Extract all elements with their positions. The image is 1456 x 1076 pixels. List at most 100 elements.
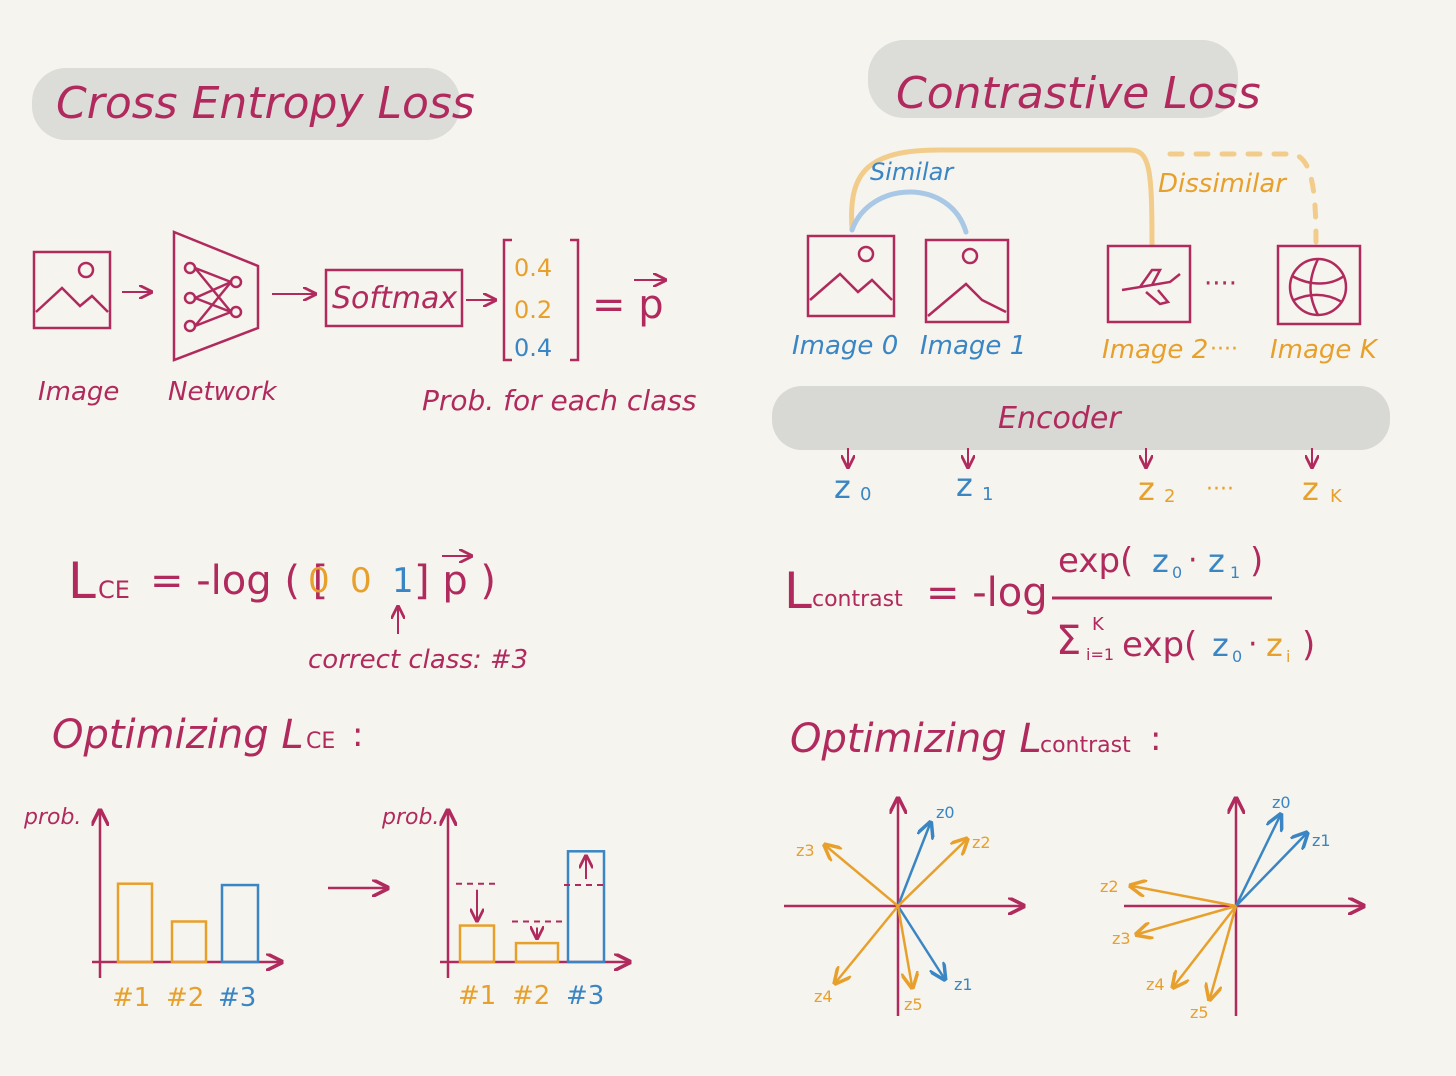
- ce-softmax-box: [324, 268, 464, 328]
- cl-title-highlight: [868, 40, 1238, 118]
- cl-formula-neg-log: = -log: [926, 570, 1048, 616]
- cl-formula-den-z0: z: [1212, 626, 1229, 664]
- ce-before-ylabel: prob.: [23, 805, 81, 830]
- ce-after-bar-3: [566, 850, 606, 964]
- ce-after-class-2: #2: [512, 981, 550, 1011]
- ce-after-bar-1: [458, 924, 496, 964]
- cl-formula-lhs-sub: contrast: [812, 587, 903, 612]
- cl-image-dots: ····: [1204, 269, 1237, 299]
- ce-vector-bracket-right: [570, 238, 580, 362]
- cl-zk-label: z: [1302, 470, 1319, 508]
- ce-prob-value-2: 0.2: [514, 296, 552, 324]
- cl-label-dots: ····: [1210, 337, 1238, 362]
- cl-after-vec-z3: [1138, 904, 1237, 934]
- ce-correct-class-caption: correct class: #3: [308, 645, 528, 675]
- cl-before-label-z5: z5: [904, 995, 923, 1014]
- cl-after-vec-z2: [1132, 886, 1237, 908]
- ce-optimizing-heading-sub: CE: [306, 729, 335, 754]
- ce-before-bar-3: [220, 883, 260, 964]
- cl-title: Contrastive Loss: [896, 68, 1261, 119]
- cl-after-label-z1: z1: [1312, 831, 1331, 850]
- ce-before-class-1: #1: [112, 983, 150, 1013]
- cl-formula-sigma: Σ: [1056, 618, 1081, 664]
- ce-after-ylabel: prob.: [381, 805, 439, 830]
- ce-before-class-2: #2: [166, 983, 204, 1013]
- ce-title-highlight: [32, 68, 460, 140]
- cl-before-vec-z0: [896, 824, 930, 907]
- cl-optimizing-heading-sub: contrast: [1040, 733, 1131, 758]
- ce-after-class-3: #3: [566, 981, 604, 1011]
- cl-formula: L contrast = -log exp( z 0 · z 1 ) Σ K i…: [784, 541, 1315, 666]
- ce-before-chart: prob. #1 #2 #3: [23, 805, 280, 1013]
- ce-prob-caption: Prob. for each class: [422, 384, 696, 417]
- cl-formula-num-post: ): [1250, 541, 1263, 581]
- ce-prob-value-1: 0.4: [514, 254, 552, 282]
- cl-before-vec-z1: [896, 905, 944, 978]
- cl-before-vector-plot: z0 z1 z2 z3 z4 z5: [784, 800, 1022, 1016]
- ce-formula-rhs-start: = -log ( [: [150, 558, 328, 604]
- cl-image-2-label: Image 2: [1102, 335, 1208, 365]
- cl-before-vec-z4: [836, 905, 899, 982]
- cl-after-vector-plot: z0 z1 z2 z3 z4 z5: [1100, 793, 1362, 1022]
- cl-image-2-airplane-icon: [1106, 244, 1192, 324]
- cl-dissimilar-link: [849, 147, 1155, 247]
- cl-encoder-bar: [772, 386, 1390, 450]
- ce-after-chart: prob. #1 #2 #3: [381, 805, 628, 1011]
- cl-after-vec-z0: [1234, 816, 1280, 907]
- ce-before-class-3: #3: [218, 983, 256, 1013]
- cl-before-vec-z2: [897, 840, 966, 907]
- cl-formula-sigma-sup: K: [1092, 614, 1105, 635]
- ce-onehot-3: 1: [392, 561, 414, 601]
- cl-after-label-z5: z5: [1190, 1003, 1209, 1022]
- cl-formula-num-z0: z: [1152, 542, 1169, 580]
- ce-formula-rhs-end: ] p ): [414, 558, 496, 604]
- cl-formula-sigma-sub: i=1: [1086, 645, 1114, 664]
- cl-encoder-label: Encoder: [998, 401, 1122, 436]
- cl-formula-den-dot: ·: [1248, 627, 1258, 662]
- cl-similar-link: [849, 189, 969, 235]
- contrastive-section: Contrastive Loss Similar Dissimilar ····: [772, 40, 1390, 1022]
- ce-onehot-1: 0: [308, 561, 330, 601]
- cl-after-vec-z4: [1174, 905, 1237, 986]
- cl-z2-sub: 2: [1164, 486, 1175, 507]
- cl-before-vec-z3: [826, 846, 899, 907]
- ce-network-icon: [172, 230, 260, 362]
- ce-image-icon: [32, 250, 112, 330]
- ce-formula-lhs: L: [68, 552, 96, 610]
- cl-optimizing-heading-end: :: [1150, 719, 1161, 759]
- cl-zk-sub: K: [1330, 486, 1343, 507]
- cl-z0-sub: 0: [860, 484, 871, 505]
- cl-image-k-label: Image K: [1270, 335, 1379, 365]
- cl-formula-lhs: L: [784, 562, 812, 620]
- cl-z0-label: z: [834, 468, 851, 506]
- cl-formula-num-z1-sub: 1: [1230, 563, 1240, 582]
- cl-image-1-icon: [924, 238, 1010, 324]
- cl-formula-num-z1: z: [1208, 542, 1225, 580]
- ce-vector-bracket-left: [502, 238, 512, 362]
- cl-after-label-z3: z3: [1112, 929, 1131, 948]
- cl-image-0-icon: [806, 234, 896, 318]
- ce-softmax-label: Softmax: [332, 281, 457, 316]
- cl-before-vec-z5: [896, 905, 912, 986]
- cl-z1-sub: 1: [982, 484, 993, 505]
- cl-image-1-label: Image 1: [920, 331, 1026, 361]
- cl-before-label-z2: z2: [972, 833, 991, 852]
- cl-formula-den-z0-sub: 0: [1232, 647, 1242, 666]
- ce-optimizing-heading: Optimizing L: [52, 712, 304, 758]
- ce-after-class-1: #1: [458, 981, 496, 1011]
- cl-formula-den-zi-sub: i: [1286, 647, 1290, 666]
- cl-before-label-z4: z4: [814, 987, 833, 1006]
- cl-image-k-ball-icon: [1276, 244, 1362, 326]
- cl-similar-label: Similar: [870, 158, 955, 186]
- ce-formula-lhs-sub: CE: [98, 576, 130, 604]
- ce-image-label: Image: [38, 377, 119, 407]
- cl-after-label-z2: z2: [1100, 877, 1119, 896]
- cl-after-label-z0: z0: [1272, 793, 1291, 812]
- ce-formula: L CE = -log ( [ 0 0 1 ] p ) correct clas…: [68, 552, 528, 675]
- cl-z1-label: z: [956, 466, 973, 504]
- cl-formula-num-dot: ·: [1188, 543, 1198, 578]
- cl-after-label-z4: z4: [1146, 975, 1165, 994]
- cl-z-dots: ····: [1206, 477, 1234, 502]
- cl-after-vec-z5: [1210, 905, 1238, 998]
